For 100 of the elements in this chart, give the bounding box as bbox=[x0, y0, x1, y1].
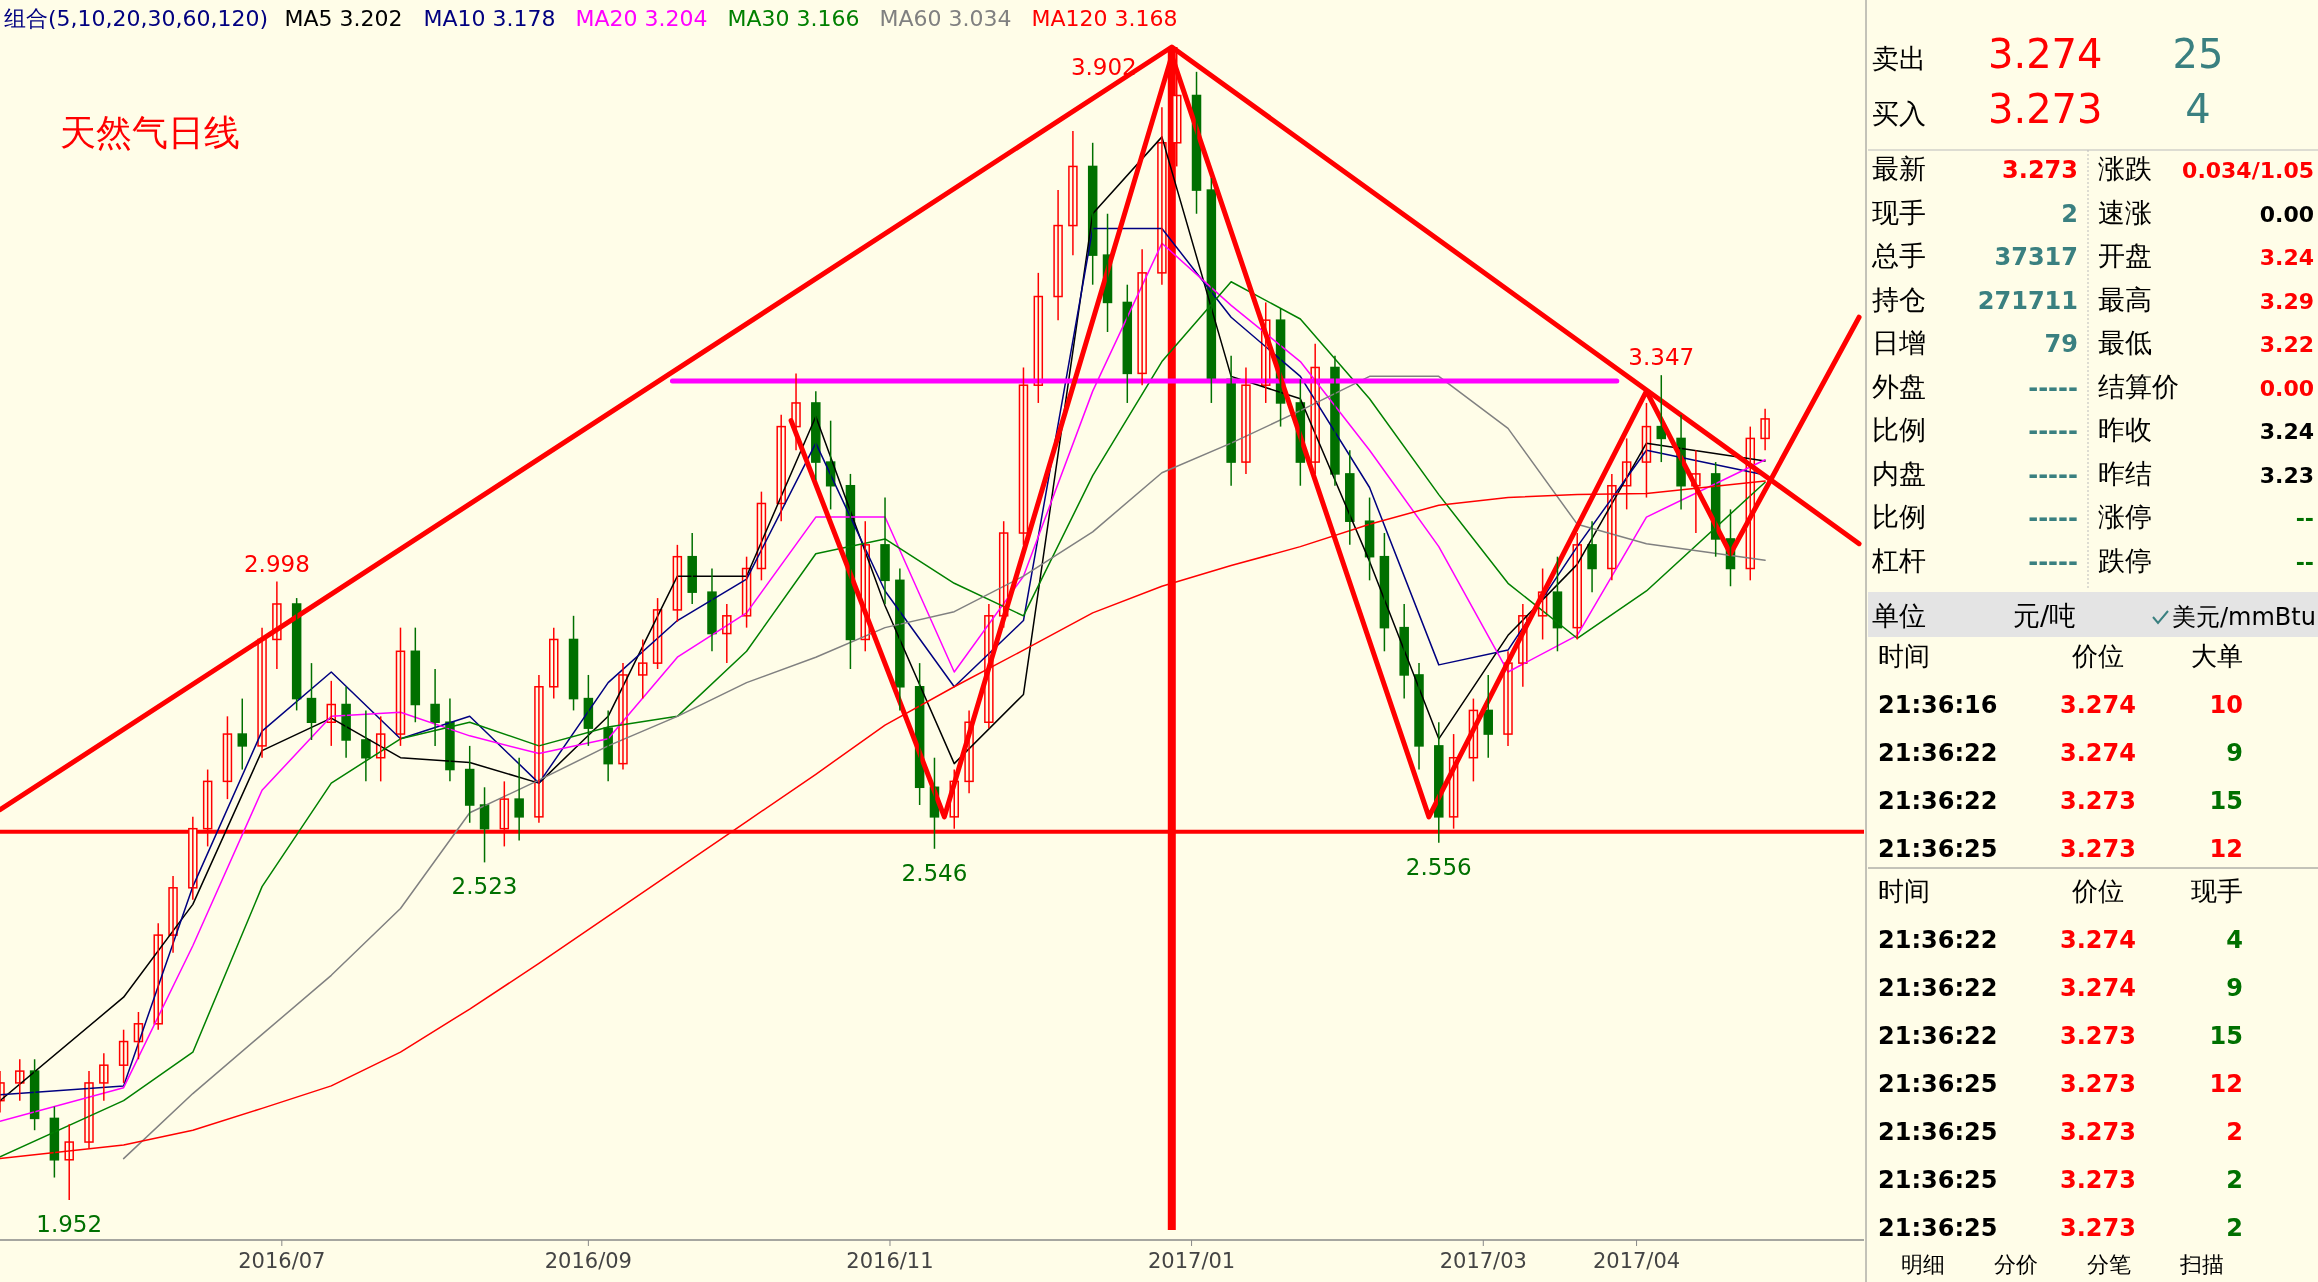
text: 2 bbox=[2061, 199, 2078, 228]
text: 3.273 bbox=[1988, 86, 2103, 132]
text: ----- bbox=[2028, 417, 2078, 445]
text: 3.29 bbox=[2259, 288, 2314, 314]
text: 3.274 bbox=[2060, 926, 2136, 954]
text: 总手 bbox=[1872, 240, 1926, 271]
text: 79 bbox=[2044, 330, 2078, 358]
text: 最低 bbox=[2098, 327, 2152, 358]
text: 卖出 bbox=[1872, 43, 1926, 74]
text: 3.273 bbox=[2060, 835, 2136, 863]
x-tick-label: 2017/01 bbox=[1147, 1249, 1236, 1273]
text: 最新 bbox=[1872, 153, 1926, 184]
text: 3.273 bbox=[2060, 787, 2136, 815]
legend-title: 组合(5,10,20,30,60,120) bbox=[4, 6, 269, 31]
text: -- bbox=[2295, 506, 2314, 531]
text: 开盘 bbox=[2098, 240, 2152, 271]
text: 3.24 bbox=[2259, 419, 2314, 444]
text: 0.034/1.05 bbox=[2182, 158, 2314, 183]
text: MA20 3.204 bbox=[575, 6, 708, 31]
annotation: 天然气日线 bbox=[60, 112, 240, 153]
text: -- bbox=[2295, 549, 2314, 575]
text: 3.274 bbox=[2060, 974, 2136, 1002]
text: 单位 bbox=[1872, 600, 1926, 631]
text: MA60 3.034 bbox=[879, 6, 1012, 31]
text: 3.23 bbox=[2259, 462, 2314, 488]
text: 美元/mmBtu bbox=[2172, 603, 2316, 631]
text: 杠杆 bbox=[1872, 544, 1926, 576]
text: 比例 bbox=[1872, 414, 1926, 445]
text: 3.273 bbox=[2060, 1022, 2136, 1050]
text: 现手 bbox=[2191, 876, 2243, 906]
x-tick-label: 2017/03 bbox=[1439, 1249, 1527, 1273]
text: 外盘 bbox=[1872, 370, 1926, 402]
text: 扫描 bbox=[2180, 1252, 2224, 1277]
text: 9 bbox=[2226, 974, 2243, 1002]
text: 时间 bbox=[1878, 641, 1930, 671]
candlestick bbox=[638, 638, 648, 700]
text: 元/吨 bbox=[2013, 600, 2077, 631]
text: 0.00 bbox=[2259, 375, 2314, 401]
annotation: 3.902 bbox=[1070, 54, 1137, 80]
text: 持仓 bbox=[1872, 283, 1926, 315]
text: 2 bbox=[2226, 1118, 2243, 1146]
text: 3.274 bbox=[2060, 739, 2136, 767]
text: 价位 bbox=[2072, 641, 2124, 671]
annotation: 2.998 bbox=[243, 550, 310, 577]
text: 3.273 bbox=[2060, 1166, 2136, 1194]
annotation: 3.347 bbox=[1628, 344, 1695, 371]
text: MA5 3.202 bbox=[284, 6, 403, 31]
x-tick-label: 2017/04 bbox=[1592, 1249, 1681, 1273]
text: 3.274 bbox=[1988, 31, 2103, 77]
text: ----- bbox=[2028, 460, 2078, 489]
text: 21:36:25 bbox=[1878, 1070, 1998, 1098]
text: 15 bbox=[2209, 787, 2243, 815]
text: 最高 bbox=[2098, 283, 2152, 315]
text: 跌停 bbox=[2098, 544, 2152, 576]
text: 3.22 bbox=[2259, 332, 2314, 357]
text: MA120 3.168 bbox=[1031, 6, 1178, 31]
text: 21:36:25 bbox=[1878, 835, 1998, 863]
x-tick-label: 2016/11 bbox=[846, 1249, 934, 1273]
text: 涨跌 bbox=[2098, 153, 2152, 184]
text: 0.00 bbox=[2259, 201, 2314, 227]
text: 21:36:22 bbox=[1878, 739, 1998, 767]
text: 日增 bbox=[1872, 327, 1926, 358]
x-tick-label: 2016/07 bbox=[238, 1249, 326, 1273]
annotation: 2.523 bbox=[451, 873, 518, 900]
annotation: 2.546 bbox=[901, 859, 968, 886]
text: 速涨 bbox=[2098, 196, 2152, 228]
text: 15 bbox=[2209, 1022, 2243, 1050]
text: 涨停 bbox=[2098, 501, 2152, 532]
text: 2 bbox=[2226, 1166, 2243, 1194]
text: 买入 bbox=[1872, 98, 1926, 129]
text: 25 bbox=[2172, 31, 2224, 77]
text: 21:36:22 bbox=[1878, 974, 1998, 1002]
text: ----- bbox=[2028, 504, 2078, 532]
text: 3.24 bbox=[2259, 245, 2314, 270]
text: 10 bbox=[2209, 691, 2243, 719]
text: MA10 3.178 bbox=[423, 6, 556, 31]
text: 3.273 bbox=[2060, 1070, 2136, 1098]
annotation: 1.952 bbox=[36, 1211, 103, 1237]
text: 2 bbox=[2226, 1214, 2243, 1242]
text: 21:36:25 bbox=[1878, 1214, 1998, 1242]
text: 3.273 bbox=[2002, 156, 2078, 184]
text: 内盘 bbox=[1872, 457, 1926, 489]
text: 21:36:22 bbox=[1878, 787, 1998, 815]
text: MA30 3.166 bbox=[727, 6, 860, 31]
text: 明细 bbox=[1901, 1252, 1945, 1277]
text: 昨结 bbox=[2098, 457, 2152, 489]
text: ----- bbox=[2028, 373, 2078, 402]
text: 分笔 bbox=[2087, 1252, 2131, 1277]
text: 价位 bbox=[2072, 876, 2124, 906]
x-tick-label: 2016/09 bbox=[544, 1249, 632, 1273]
text: 4 bbox=[2226, 926, 2243, 954]
text: ----- bbox=[2028, 547, 2078, 576]
text: 21:36:22 bbox=[1878, 1022, 1998, 1050]
candlestick bbox=[237, 697, 248, 771]
text: 现手 bbox=[1872, 196, 1926, 228]
text: 大单 bbox=[2191, 641, 2243, 671]
text: 21:36:25 bbox=[1878, 1166, 1998, 1194]
text: 昨收 bbox=[2098, 414, 2152, 445]
text: 21:36:25 bbox=[1878, 1118, 1998, 1146]
text: 12 bbox=[2209, 835, 2243, 863]
